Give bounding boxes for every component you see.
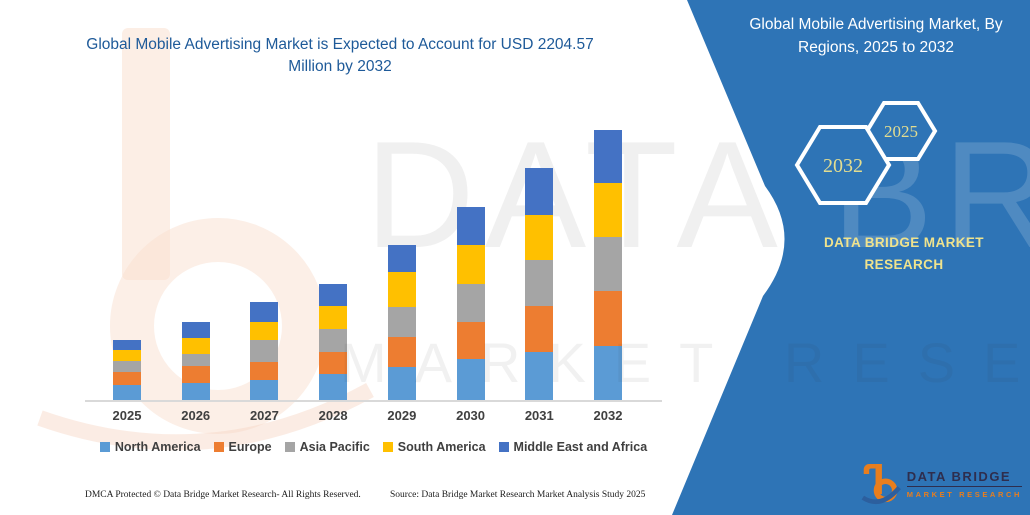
- legend-label: Europe: [228, 440, 272, 454]
- footer-dmca-text: DMCA Protected © Data Bridge Market Rese…: [85, 490, 361, 500]
- legend-item-asia-pacific: Asia Pacific: [284, 440, 370, 454]
- bar-segment-europe: [456, 321, 485, 359]
- stacked-bar-2032: [594, 130, 622, 400]
- x-tick-label: 2030: [456, 408, 486, 423]
- legend-swatch: [498, 442, 509, 452]
- bar-segment-europe: [319, 351, 348, 374]
- bar-segment-middle-east-and-africa: [594, 130, 622, 184]
- x-tick-label: 2031: [524, 408, 554, 423]
- logo-tagline: MARKET RESEARCH: [906, 490, 1022, 499]
- dbmr-logo-icon: [861, 464, 901, 505]
- legend-item-south-america: South America: [382, 440, 486, 454]
- bar-segment-south-america: [387, 271, 416, 307]
- x-tick-label: 2032: [593, 408, 623, 423]
- logo-name: DATA BRIDGE: [906, 469, 1022, 487]
- legend-label: Asia Pacific: [299, 440, 370, 454]
- legend-label: Middle East and Africa: [513, 440, 648, 454]
- bar-segment-south-america: [525, 215, 554, 261]
- bar-segment-asia-pacific: [525, 260, 554, 306]
- bar-segment-asia-pacific: [594, 236, 622, 291]
- chart-legend: North America Europe Asia Pacific South Ame…: [85, 440, 662, 454]
- panel-title: Global Mobile Advertising Market, By Reg…: [749, 16, 1003, 57]
- bar-segment-north-america: [525, 351, 554, 400]
- dbmr-logo: DATA BRIDGE MARKET RESEARCH: [861, 461, 1022, 507]
- footer-source-text: Source: Data Bridge Market Research Mark…: [390, 490, 646, 500]
- bar-segment-north-america: [456, 358, 485, 400]
- chart-title: Global Mobile Advertising Market is Expe…: [86, 36, 594, 76]
- legend-swatch: [382, 442, 393, 452]
- bar-segment-asia-pacific: [319, 328, 348, 352]
- bar-segment-south-america: [456, 245, 485, 284]
- hexagon-2025: 2025: [864, 101, 938, 161]
- legend-swatch: [99, 442, 110, 452]
- legend-label: South America: [397, 440, 486, 454]
- bar-segment-europe: [594, 290, 622, 346]
- bar-segment-europe: [525, 305, 554, 352]
- x-axis-line: [85, 400, 662, 402]
- bar-segment-middle-east-and-africa: [456, 207, 485, 246]
- brand-name-text: DATA BRIDGE MARKET RESEARCH: [824, 235, 984, 273]
- bar-segment-south-america: [319, 305, 348, 329]
- bar-segment-middle-east-and-africa: [319, 283, 348, 306]
- hexagon-2032: 2032: [794, 125, 892, 205]
- stacked-bar-2031: [525, 168, 554, 400]
- bar-segment-middle-east-and-africa: [525, 168, 554, 216]
- stacked-bar-2029: [387, 245, 416, 400]
- bar-segment-asia-pacific: [456, 283, 485, 322]
- bar-segment-south-america: [594, 183, 622, 237]
- bar-segment-europe: [387, 336, 416, 367]
- stacked-bar-2030: [456, 207, 485, 400]
- x-tick-label: 2029: [387, 408, 417, 423]
- bar-segment-north-america: [387, 366, 416, 400]
- legend-swatch: [284, 442, 295, 452]
- hexagon-front-year: 2032: [823, 155, 863, 177]
- bar-segment-middle-east-and-africa: [387, 245, 416, 272]
- legend-item-north-america: North America: [99, 440, 201, 454]
- legend-label: North America: [114, 440, 201, 454]
- year-hexagons: 2025 2032: [794, 101, 938, 205]
- hexagon-back-year: 2025: [884, 122, 918, 141]
- legend-swatch: [213, 442, 224, 452]
- bar-segment-north-america: [594, 345, 622, 400]
- bar-segment-asia-pacific: [387, 306, 416, 337]
- legend-item-europe: Europe: [213, 440, 272, 454]
- legend-item-middle-east-and-africa: Middle East and Africa: [498, 440, 648, 454]
- dbmr-logo-text: DATA BRIDGE MARKET RESEARCH: [906, 469, 1022, 499]
